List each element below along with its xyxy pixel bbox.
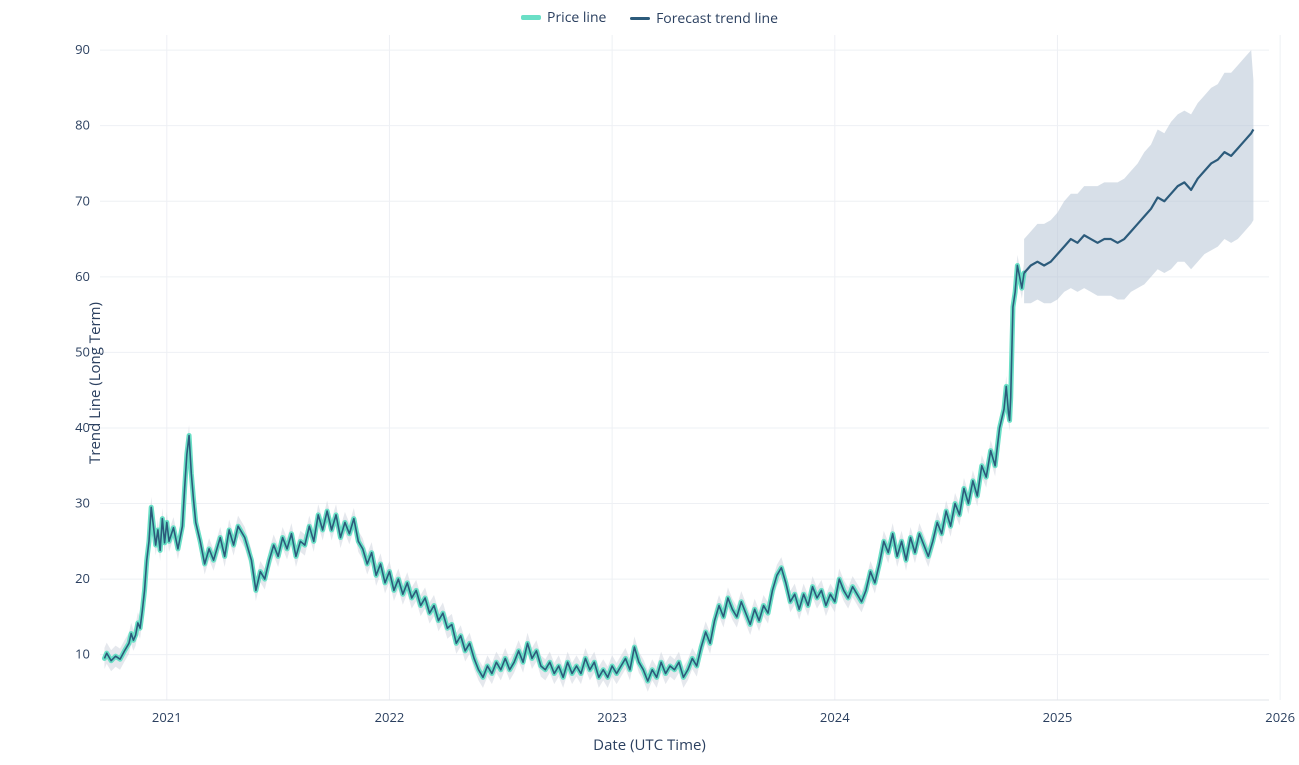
legend-item-price[interactable]: Price line <box>521 8 606 27</box>
legend-label-price: Price line <box>547 8 606 27</box>
y-tick-label: 10 <box>75 645 90 663</box>
x-axis-label: Date (UTC Time) <box>593 735 706 755</box>
y-tick-label: 90 <box>75 40 90 58</box>
y-tick-label: 20 <box>75 569 90 587</box>
line-chart[interactable]: 1020304050607080902021202220232024202520… <box>0 0 1299 765</box>
legend-swatch-forecast <box>630 17 650 20</box>
legend-item-forecast[interactable]: Forecast trend line <box>630 9 778 28</box>
x-tick-label: 2022 <box>375 708 405 726</box>
legend-label-forecast: Forecast trend line <box>656 9 778 28</box>
x-tick-label: 2024 <box>820 708 850 726</box>
y-tick-label: 60 <box>75 267 90 285</box>
y-axis-label: Trend Line (Long Term) <box>85 302 105 464</box>
x-tick-label: 2021 <box>152 708 182 726</box>
chart-legend: Price line Forecast trend line <box>0 6 1299 28</box>
x-tick-label: 2026 <box>1265 708 1295 726</box>
legend-swatch-price <box>521 15 541 20</box>
y-tick-label: 30 <box>75 494 90 512</box>
y-tick-label: 70 <box>75 191 90 209</box>
chart-container: Price line Forecast trend line Trend Lin… <box>0 0 1299 765</box>
y-tick-label: 80 <box>75 116 90 134</box>
x-tick-label: 2025 <box>1043 708 1073 726</box>
x-tick-label: 2023 <box>597 708 627 726</box>
